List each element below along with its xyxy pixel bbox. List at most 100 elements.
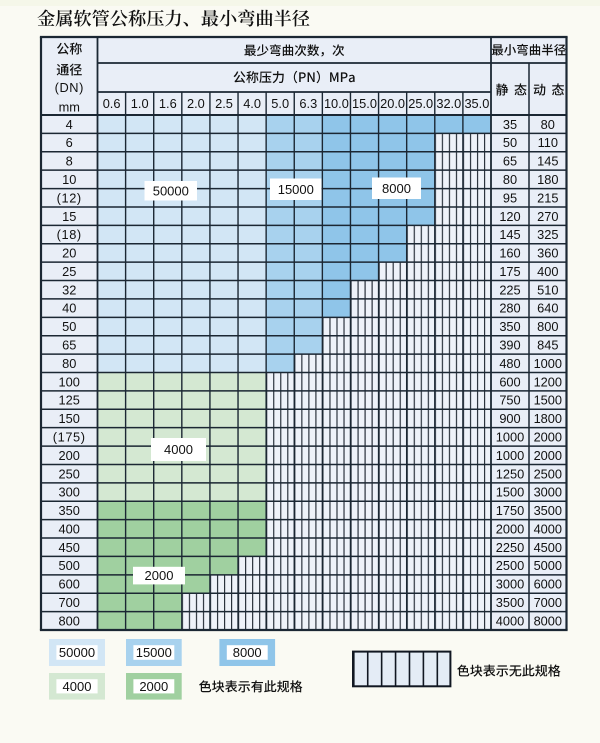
svg-text:400: 400	[537, 264, 558, 279]
svg-text:(12): (12)	[57, 190, 82, 205]
svg-text:80: 80	[62, 356, 76, 371]
svg-text:4500: 4500	[534, 540, 562, 555]
svg-text:300: 300	[59, 485, 80, 500]
svg-text:600: 600	[499, 374, 520, 389]
svg-text:2000: 2000	[496, 521, 524, 536]
svg-text:80: 80	[541, 117, 555, 132]
svg-text:8000: 8000	[233, 645, 262, 660]
svg-text:150: 150	[59, 411, 80, 426]
svg-text:10: 10	[62, 172, 76, 187]
svg-text:350: 350	[499, 319, 520, 334]
svg-text:15: 15	[62, 209, 76, 224]
svg-text:1000: 1000	[534, 356, 562, 371]
svg-text:750: 750	[499, 393, 520, 408]
svg-text:65: 65	[503, 154, 517, 169]
svg-text:600: 600	[59, 577, 80, 592]
svg-text:2250: 2250	[496, 540, 524, 555]
svg-text:2000: 2000	[534, 430, 562, 445]
svg-text:145: 145	[499, 227, 520, 242]
svg-text:4000: 4000	[496, 613, 524, 628]
svg-text:3500: 3500	[496, 595, 524, 610]
svg-text:15000: 15000	[136, 645, 172, 660]
svg-text:8: 8	[66, 154, 73, 169]
svg-text:175: 175	[499, 264, 520, 279]
svg-text:2500: 2500	[534, 466, 562, 481]
svg-text:3500: 3500	[534, 503, 562, 518]
svg-text:160: 160	[499, 246, 520, 261]
svg-text:1750: 1750	[496, 503, 524, 518]
svg-text:0.6: 0.6	[103, 96, 121, 111]
svg-text:(18): (18)	[57, 227, 82, 242]
svg-text:6000: 6000	[534, 577, 562, 592]
svg-text:8000: 8000	[382, 181, 411, 196]
svg-text:1500: 1500	[496, 485, 524, 500]
svg-text:50000: 50000	[59, 645, 95, 660]
svg-text:1000: 1000	[496, 430, 524, 445]
svg-text:120: 120	[499, 209, 520, 224]
svg-text:510: 510	[537, 282, 558, 297]
svg-text:325: 325	[537, 227, 558, 242]
svg-text:180: 180	[537, 172, 558, 187]
svg-text:1800: 1800	[534, 411, 562, 426]
svg-text:7000: 7000	[534, 595, 562, 610]
svg-text:110: 110	[538, 135, 558, 150]
svg-text:5000: 5000	[534, 558, 562, 573]
svg-text:20.0: 20.0	[380, 96, 405, 111]
svg-text:35: 35	[503, 117, 517, 132]
svg-text:2.5: 2.5	[215, 96, 233, 111]
svg-text:2000: 2000	[139, 679, 168, 694]
svg-text:10.0: 10.0	[324, 96, 349, 111]
svg-text:500: 500	[59, 558, 80, 573]
svg-text:2500: 2500	[496, 558, 524, 573]
svg-text:360: 360	[537, 246, 558, 261]
svg-text:25: 25	[62, 264, 76, 279]
svg-text:3000: 3000	[534, 485, 562, 500]
svg-text:20: 20	[62, 246, 76, 261]
svg-text:700: 700	[59, 595, 80, 610]
svg-text:640: 640	[537, 301, 558, 316]
svg-text:(175): (175)	[53, 430, 86, 445]
svg-text:215: 215	[537, 190, 558, 205]
svg-text:1200: 1200	[534, 374, 562, 389]
svg-text:(DN): (DN)	[55, 80, 84, 95]
svg-text:95: 95	[503, 190, 517, 205]
svg-text:32.0: 32.0	[436, 96, 461, 111]
svg-text:1250: 1250	[496, 466, 524, 481]
svg-text:2000: 2000	[145, 568, 174, 583]
svg-text:50: 50	[503, 135, 517, 150]
svg-text:5.0: 5.0	[271, 96, 289, 111]
svg-text:1500: 1500	[534, 393, 562, 408]
svg-text:8000: 8000	[534, 613, 562, 628]
svg-text:900: 900	[499, 411, 520, 426]
svg-text:800: 800	[59, 613, 80, 628]
svg-text:250: 250	[59, 466, 80, 481]
svg-text:225: 225	[499, 282, 520, 297]
svg-text:15.0: 15.0	[352, 96, 377, 111]
svg-text:350: 350	[59, 503, 80, 518]
svg-text:145: 145	[537, 154, 558, 169]
svg-text:50000: 50000	[153, 183, 189, 198]
svg-text:50: 50	[62, 319, 76, 334]
svg-text:1.0: 1.0	[131, 96, 149, 111]
svg-text:65: 65	[62, 338, 76, 353]
svg-text:32: 32	[62, 282, 76, 297]
svg-text:2000: 2000	[534, 448, 562, 463]
svg-text:4.0: 4.0	[243, 96, 261, 111]
svg-text:100: 100	[59, 374, 80, 389]
svg-text:4: 4	[66, 117, 73, 132]
svg-text:125: 125	[59, 393, 80, 408]
svg-text:4000: 4000	[164, 442, 193, 457]
svg-text:80: 80	[503, 172, 517, 187]
svg-text:40: 40	[62, 301, 76, 316]
svg-text:3000: 3000	[496, 577, 524, 592]
svg-text:280: 280	[499, 301, 520, 316]
svg-text:1000: 1000	[496, 448, 524, 463]
svg-text:4000: 4000	[534, 521, 562, 536]
svg-text:35.0: 35.0	[464, 96, 489, 111]
svg-text:2.0: 2.0	[187, 96, 205, 111]
svg-text:4000: 4000	[63, 679, 92, 694]
svg-text:270: 270	[537, 209, 558, 224]
svg-text:450: 450	[59, 540, 80, 555]
svg-text:6: 6	[66, 135, 73, 150]
svg-text:400: 400	[59, 521, 80, 536]
